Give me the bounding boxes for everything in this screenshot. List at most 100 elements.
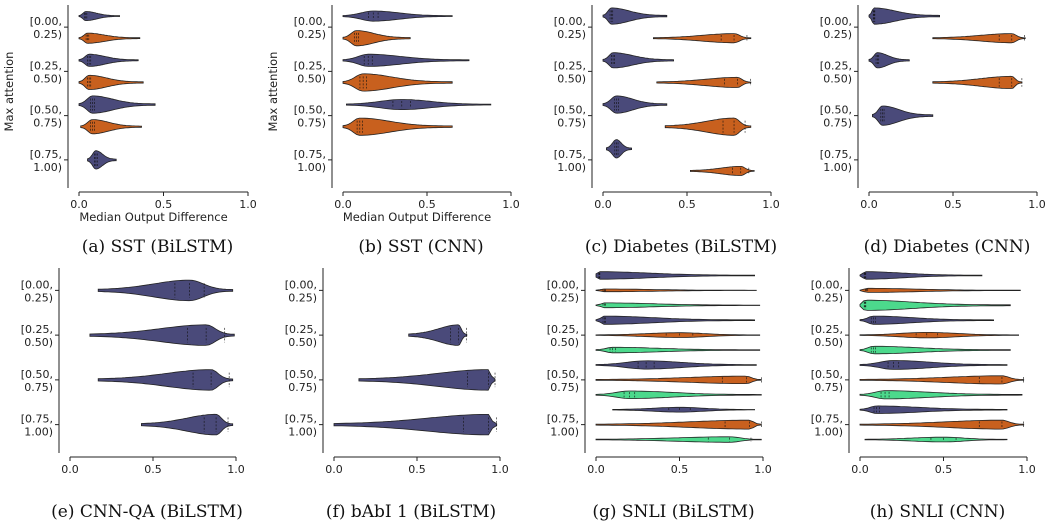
panel-caption: (f) bAbI 1 (BiLSTM) bbox=[326, 502, 496, 522]
panel-f: 0.0 0.5 1.0 [0.00, 0.25) [0.25, 0.50) [0.50, 0.7… bbox=[285, 268, 509, 522]
violin-orange bbox=[80, 119, 142, 135]
y-tick-label: [0.25, 0.50) bbox=[811, 323, 843, 349]
violin-purple bbox=[78, 11, 120, 21]
violin-orange bbox=[664, 117, 752, 136]
y-axis-label: Max attention bbox=[2, 52, 16, 132]
y-tick-label: [0.00, 0.25) bbox=[294, 15, 326, 41]
violin-purple bbox=[358, 369, 496, 391]
y-tick-label: [0.50, 0.75) bbox=[21, 368, 53, 394]
y-tick-label: [0.75, 1.00) bbox=[547, 413, 579, 439]
violin-purple bbox=[868, 52, 910, 69]
y-tick-label: [0.50, 0.75) bbox=[547, 368, 579, 394]
violin-purple bbox=[78, 95, 156, 114]
violin-green bbox=[595, 436, 762, 443]
x-tick-label: 1.0 bbox=[239, 198, 257, 211]
y-tick-label: [0.25, 0.50) bbox=[294, 59, 326, 85]
y-tick-label: [0.75, 1.00) bbox=[820, 148, 852, 174]
violin-purple bbox=[859, 405, 1008, 414]
violin-orange bbox=[78, 32, 141, 44]
y-tick-label: [0.75, 1.00) bbox=[21, 413, 53, 439]
violin-orange bbox=[342, 117, 453, 136]
violin-orange bbox=[932, 75, 1023, 89]
x-tick-label: 0.5 bbox=[671, 463, 689, 476]
y-tick-label: [0.00, 0.25) bbox=[547, 278, 579, 304]
violin-green bbox=[859, 390, 1023, 400]
violin-orange bbox=[342, 73, 453, 92]
x-tick-label: 0.5 bbox=[944, 198, 962, 211]
panel-b: 0.0 0.5 1.0 [0.00, 0.25) [0.25, 0.50) [0.50, 0.7… bbox=[266, 5, 520, 257]
violin-orange bbox=[656, 76, 752, 88]
x-tick-label: 0.5 bbox=[155, 198, 173, 211]
violin-purple bbox=[87, 150, 117, 170]
y-tick-label: [0.25, 0.50) bbox=[30, 59, 62, 85]
x-tick-label: 1.0 bbox=[491, 463, 509, 476]
violin-purple bbox=[595, 271, 755, 280]
x-axis-label: Median Output Difference bbox=[79, 210, 227, 224]
y-tick-label: [0.75, 1.00) bbox=[285, 413, 317, 439]
violin-green bbox=[595, 346, 761, 354]
x-axis-label: Median Output Difference bbox=[343, 210, 491, 224]
y-tick-label: [0.25, 0.50) bbox=[285, 323, 317, 349]
violin-orange bbox=[859, 419, 1025, 430]
violin-orange bbox=[932, 33, 1026, 44]
violin-purple bbox=[97, 279, 234, 302]
y-tick-label: [0.25, 0.50) bbox=[21, 323, 53, 349]
panel-caption: (d) Diabetes (CNN) bbox=[864, 237, 1031, 257]
violin-orange bbox=[595, 375, 762, 384]
violin-orange bbox=[595, 288, 757, 293]
violin-purple bbox=[595, 360, 757, 370]
violin-orange bbox=[653, 33, 752, 44]
panel-c: 0.0 0.5 1.0 [0.00, 0.25) [0.25, 0.50) [0.50, 0.7… bbox=[554, 5, 780, 257]
violin-purple bbox=[595, 315, 755, 325]
panel-g: 0.0 0.5 1.0 [0.00, 0.25) [0.25, 0.50) [0.50, 0.7… bbox=[547, 268, 772, 522]
violin-green bbox=[864, 436, 1008, 443]
x-tick-label: 0.5 bbox=[678, 198, 696, 211]
violin-purple bbox=[612, 406, 755, 413]
violin-green bbox=[859, 299, 1011, 311]
violin-purple bbox=[868, 7, 940, 25]
x-tick-label: 0.5 bbox=[144, 463, 162, 476]
violin-purple bbox=[408, 324, 468, 346]
x-tick-label: 1.0 bbox=[1028, 198, 1046, 211]
violin-purple bbox=[872, 105, 934, 126]
violin-purple bbox=[342, 53, 470, 67]
x-tick-label: 0.0 bbox=[594, 198, 612, 211]
x-tick-label: 0.5 bbox=[408, 463, 426, 476]
panel-a: 0.0 0.5 1.0 [0.00, 0.25) [0.25, 0.50) [0.50, 0.7… bbox=[2, 5, 257, 257]
y-axis-label: Max attention bbox=[266, 52, 280, 132]
x-tick-label: 0.5 bbox=[418, 198, 436, 211]
panel-h: 0.0 0.5 1.0 [0.00, 0.25) [0.25, 0.50) [0.50, 0.7… bbox=[811, 268, 1036, 522]
violin-green bbox=[859, 345, 1011, 355]
y-tick-label: [0.50, 0.75) bbox=[285, 368, 317, 394]
y-tick-label: [0.50, 0.75) bbox=[294, 104, 326, 130]
y-tick-label: [0.50, 0.75) bbox=[811, 368, 843, 394]
x-tick-label: 0.0 bbox=[325, 463, 343, 476]
violin-purple bbox=[859, 315, 994, 325]
x-tick-label: 0.0 bbox=[587, 463, 605, 476]
violin-orange bbox=[690, 166, 755, 176]
y-tick-label: [0.50, 0.75) bbox=[554, 104, 586, 130]
violin-purple bbox=[859, 271, 983, 280]
panel-caption: (e) CNN-QA (BiLSTM) bbox=[51, 502, 243, 522]
violin-orange bbox=[78, 74, 144, 90]
y-tick-label: [0.50, 0.75) bbox=[30, 104, 62, 130]
violin-purple bbox=[602, 7, 668, 25]
y-tick-label: [0.75, 1.00) bbox=[554, 148, 586, 174]
violin-purple bbox=[78, 53, 139, 67]
panel-caption: (a) SST (BiLSTM) bbox=[82, 237, 233, 257]
violin-orange bbox=[859, 332, 1019, 339]
x-tick-label: 0.5 bbox=[935, 463, 953, 476]
y-tick-label: [0.75, 1.00) bbox=[30, 148, 62, 174]
violin-orange bbox=[342, 30, 411, 47]
x-tick-label: 0.0 bbox=[61, 463, 79, 476]
x-tick-label: 1.0 bbox=[1018, 463, 1036, 476]
violin-orange bbox=[859, 375, 1025, 385]
x-tick-label: 0.0 bbox=[851, 463, 869, 476]
panel-caption: (h) SNLI (CNN) bbox=[870, 502, 1006, 522]
y-tick-label: [0.00, 0.25) bbox=[30, 15, 62, 41]
panel-e: 0.0 0.5 1.0 [0.00, 0.25) [0.25, 0.50) [0.50, 0.7… bbox=[21, 268, 245, 522]
x-tick-label: 1.0 bbox=[227, 463, 245, 476]
violin-purple bbox=[141, 413, 234, 436]
y-tick-label: [0.25, 0.50) bbox=[547, 323, 579, 349]
